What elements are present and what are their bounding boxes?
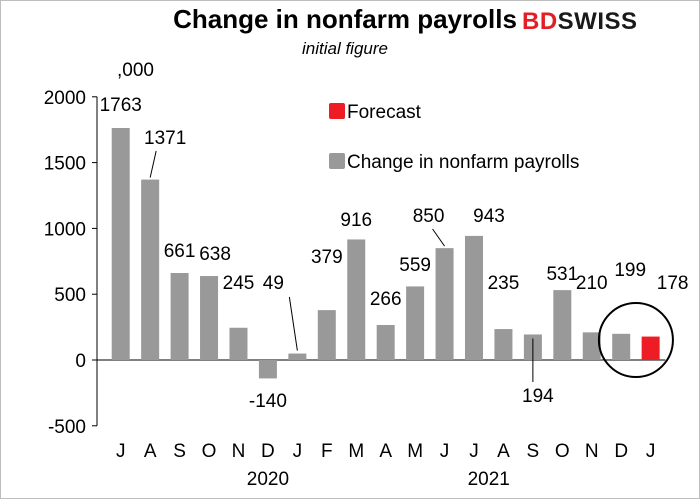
data-label: 49: [263, 273, 284, 294]
data-label: 199: [614, 260, 646, 281]
bar: [141, 179, 160, 360]
x-tick-label: A: [379, 441, 392, 462]
x-tick-label: D: [614, 441, 628, 462]
x-tick-label: S: [527, 441, 540, 462]
bar: [200, 276, 219, 360]
chart-title: Change in nonfarm payrolls: [173, 4, 517, 34]
data-label: -140: [249, 391, 287, 412]
bar: [288, 353, 307, 360]
data-label: 245: [223, 273, 255, 294]
data-label: 943: [473, 206, 505, 227]
data-label: 178: [657, 273, 689, 294]
data-label: 850: [413, 206, 445, 227]
data-label: 194: [522, 386, 554, 407]
legend: Forecast Change in nonfarm payrolls: [329, 102, 579, 173]
legend-swatch-payrolls: [329, 153, 345, 169]
x-tick-label: F: [321, 441, 333, 462]
bar: [612, 333, 631, 360]
x-tick-label: D: [261, 441, 275, 462]
logo-part-swiss: SWISS: [557, 8, 638, 35]
data-label: 531: [546, 264, 578, 285]
highlight-circle: [597, 302, 674, 378]
x-tick-label: A: [497, 441, 510, 462]
bar: [582, 332, 601, 360]
x-tick-label: J: [646, 441, 656, 462]
bar: [347, 239, 366, 360]
logo-part-bd: BD: [522, 8, 558, 35]
bar: [376, 324, 395, 360]
x-tick-label: N: [232, 441, 246, 462]
bars: [111, 127, 660, 379]
bar: [229, 327, 248, 360]
y-unit-label: ,000: [117, 60, 154, 81]
bar: [170, 273, 189, 360]
bar: [465, 235, 483, 360]
data-label: 379: [311, 247, 343, 268]
bar: [258, 360, 277, 379]
bar: [494, 329, 513, 360]
forecast-bar: [641, 336, 660, 360]
y-tick-label: 500: [54, 285, 86, 306]
x-tick-label: J: [116, 441, 126, 462]
bar: [553, 290, 572, 360]
y-tick-label: 2000: [44, 88, 86, 109]
data-label: 210: [576, 273, 608, 294]
legend-swatch-forecast: [329, 103, 345, 119]
year-label: 2021: [468, 469, 510, 490]
data-label: 638: [199, 244, 231, 265]
legend-label-forecast: Forecast: [347, 102, 422, 123]
annotations: [149, 150, 674, 382]
x-tick-label: A: [144, 441, 157, 462]
data-label: 266: [370, 289, 402, 310]
legend-label-payrolls: Change in nonfarm payrolls: [347, 152, 579, 173]
x-tick-label: O: [202, 441, 217, 462]
bar: [111, 127, 130, 360]
bdswiss-logo: BDSWISS: [522, 8, 638, 36]
y-tick-label: 1000: [44, 219, 86, 240]
leader-line: [432, 228, 445, 247]
x-tick-label: M: [348, 441, 364, 462]
data-label: 1371: [144, 128, 186, 149]
x-tick-label: J: [469, 441, 479, 462]
y-tick-label: -500: [48, 417, 86, 438]
x-tick-label: J: [293, 441, 303, 462]
x-tick-label: M: [407, 441, 423, 462]
data-label: 235: [488, 273, 520, 294]
y-tick-label: 1500: [44, 154, 86, 175]
x-tick-label: O: [555, 441, 570, 462]
data-label: 559: [399, 255, 431, 276]
bar: [317, 310, 336, 360]
bar: [435, 248, 454, 360]
x-tick-label: J: [440, 441, 450, 462]
bar: [406, 286, 425, 360]
x-tick-label: S: [173, 441, 186, 462]
leader-line: [149, 150, 157, 178]
data-label: 661: [164, 241, 196, 262]
y-tick-label: 0: [75, 351, 86, 372]
leader-line: [288, 296, 298, 351]
data-label: 916: [340, 210, 372, 231]
x-tick-label: N: [585, 441, 599, 462]
year-label: 2020: [247, 469, 289, 490]
chart-subtitle: initial figure: [302, 39, 388, 58]
data-label: 1763: [100, 95, 142, 116]
